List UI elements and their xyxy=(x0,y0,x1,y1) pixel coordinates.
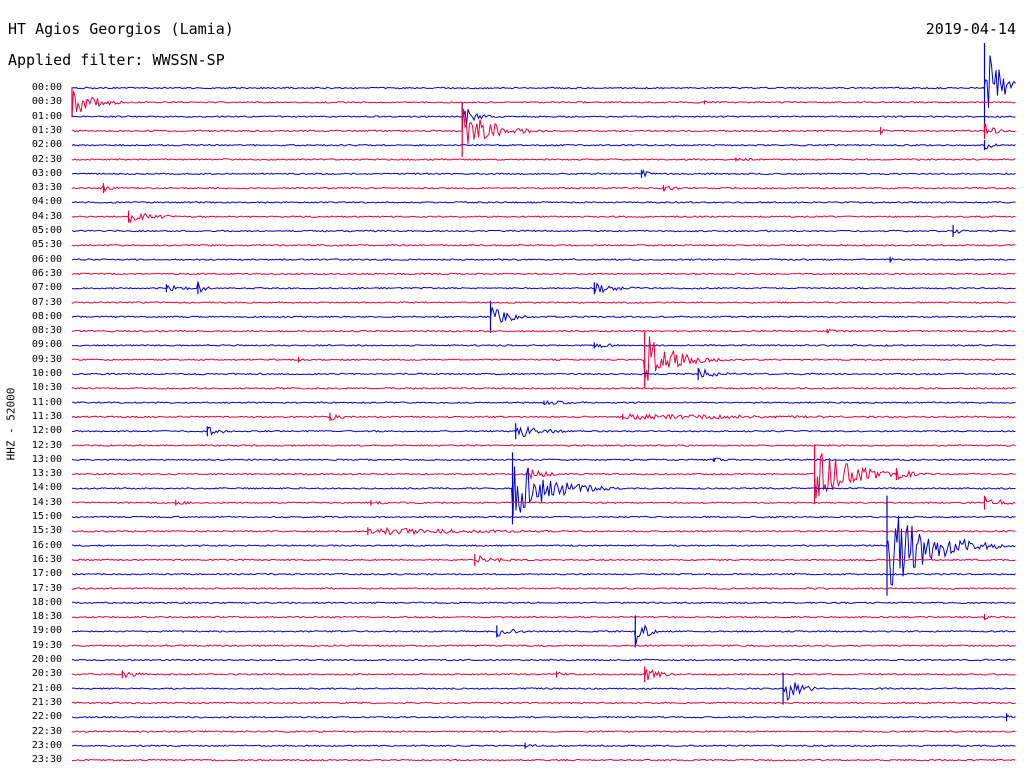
trace-1230 xyxy=(71,444,1016,447)
time-label: 23:00 xyxy=(31,739,62,751)
trace-0730 xyxy=(71,301,1016,304)
time-label: 22:00 xyxy=(31,711,62,723)
time-label: 14:30 xyxy=(31,496,62,508)
trace-0100 xyxy=(71,109,1016,125)
time-label: 02:30 xyxy=(31,153,62,165)
record-date: 2019-04-14 xyxy=(925,20,1016,38)
time-label: 17:30 xyxy=(31,582,62,594)
trace-2130 xyxy=(71,701,1016,705)
time-label: 17:00 xyxy=(31,568,62,580)
trace-1530 xyxy=(71,526,1016,536)
time-label: 21:00 xyxy=(31,682,62,694)
time-label: 08:30 xyxy=(31,325,62,337)
trace-2330 xyxy=(71,758,1016,762)
time-label: 18:30 xyxy=(31,611,62,623)
trace-1130 xyxy=(71,412,1016,421)
time-label: 03:30 xyxy=(31,182,62,194)
trace-0600 xyxy=(71,257,1016,262)
trace-0030 xyxy=(71,90,1016,117)
time-label: 04:30 xyxy=(31,210,62,222)
trace-2100 xyxy=(71,682,1016,701)
trace-1500 xyxy=(71,515,1016,519)
trace-1400 xyxy=(71,466,1016,517)
trace-1830 xyxy=(71,615,1016,620)
time-label: 13:30 xyxy=(31,468,62,480)
time-label: 07:00 xyxy=(31,282,62,294)
station-title: HT Agios Georgios (Lamia) xyxy=(8,20,234,38)
time-label: 01:30 xyxy=(31,124,62,136)
time-label: 19:30 xyxy=(31,639,62,651)
trace-1030 xyxy=(71,386,1016,390)
time-label: 12:00 xyxy=(31,425,62,437)
trace-0930 xyxy=(71,336,1016,381)
time-label: 01:00 xyxy=(31,110,62,122)
trace-0400 xyxy=(71,201,1016,204)
time-label: 05:00 xyxy=(31,225,62,236)
trace-1200 xyxy=(71,425,1016,438)
trace-1700 xyxy=(71,572,1016,576)
trace-0700 xyxy=(71,280,1016,294)
time-label: 21:30 xyxy=(31,696,62,708)
time-label: 10:30 xyxy=(31,382,62,394)
time-label: 15:00 xyxy=(31,511,62,522)
time-label: 13:00 xyxy=(31,453,62,465)
trace-1930 xyxy=(71,644,1016,648)
time-label: 00:30 xyxy=(31,96,62,108)
trace-0800 xyxy=(71,307,1016,323)
trace-0530 xyxy=(71,243,1016,247)
time-label: 10:00 xyxy=(31,368,62,379)
time-label: 08:00 xyxy=(31,310,62,322)
time-label: 00:00 xyxy=(31,82,62,93)
time-label: 07:30 xyxy=(31,296,62,308)
trace-1600 xyxy=(72,515,1016,586)
time-label: 23:30 xyxy=(31,754,62,766)
trace-0300 xyxy=(71,169,1016,179)
time-label: 22:30 xyxy=(31,725,62,737)
time-label: 16:30 xyxy=(31,553,62,565)
trace-1900 xyxy=(71,624,1016,645)
trace-0200 xyxy=(71,143,1016,150)
time-label: 20:00 xyxy=(31,654,62,665)
time-label: 12:30 xyxy=(31,439,62,451)
trace-0000 xyxy=(71,55,1016,108)
trace-0430 xyxy=(71,212,1016,224)
trace-0230 xyxy=(71,157,1016,162)
trace-0630 xyxy=(71,272,1016,276)
trace-1730 xyxy=(72,587,1016,590)
time-label: 02:00 xyxy=(31,139,62,151)
time-label: 11:00 xyxy=(31,396,62,408)
time-label: 06:00 xyxy=(31,253,62,265)
trace-0830 xyxy=(72,328,1016,334)
time-label: 20:30 xyxy=(31,668,62,680)
trace-2000 xyxy=(71,658,1016,662)
trace-0130 xyxy=(71,108,1016,144)
trace-2030 xyxy=(71,668,1016,681)
time-label: 19:00 xyxy=(31,625,62,637)
trace-1430 xyxy=(71,496,1016,506)
time-label: 03:00 xyxy=(31,167,62,179)
time-label: 15:30 xyxy=(31,525,62,537)
trace-1630 xyxy=(71,554,1016,563)
time-label: 06:30 xyxy=(31,267,62,279)
time-label: 09:30 xyxy=(31,353,62,365)
trace-2200 xyxy=(71,714,1016,719)
trace-0500 xyxy=(71,228,1016,234)
time-label: 18:00 xyxy=(31,596,62,608)
trace-2230 xyxy=(71,730,1016,733)
time-label: 09:00 xyxy=(31,339,62,351)
filter-label: Applied filter: WWSSN-SP xyxy=(8,51,225,69)
time-label: 14:00 xyxy=(31,482,62,494)
time-label: 16:00 xyxy=(31,539,62,551)
trace-1330 xyxy=(71,453,1016,499)
trace-1800 xyxy=(71,601,1016,605)
trace-2300 xyxy=(71,744,1016,748)
time-label: 04:00 xyxy=(31,196,62,208)
trace-0900 xyxy=(71,343,1016,349)
trace-1000 xyxy=(71,367,1016,378)
trace-1300 xyxy=(71,457,1016,463)
time-label: 11:30 xyxy=(31,410,62,422)
time-label: 05:30 xyxy=(31,239,62,251)
trace-0330 xyxy=(71,183,1016,193)
